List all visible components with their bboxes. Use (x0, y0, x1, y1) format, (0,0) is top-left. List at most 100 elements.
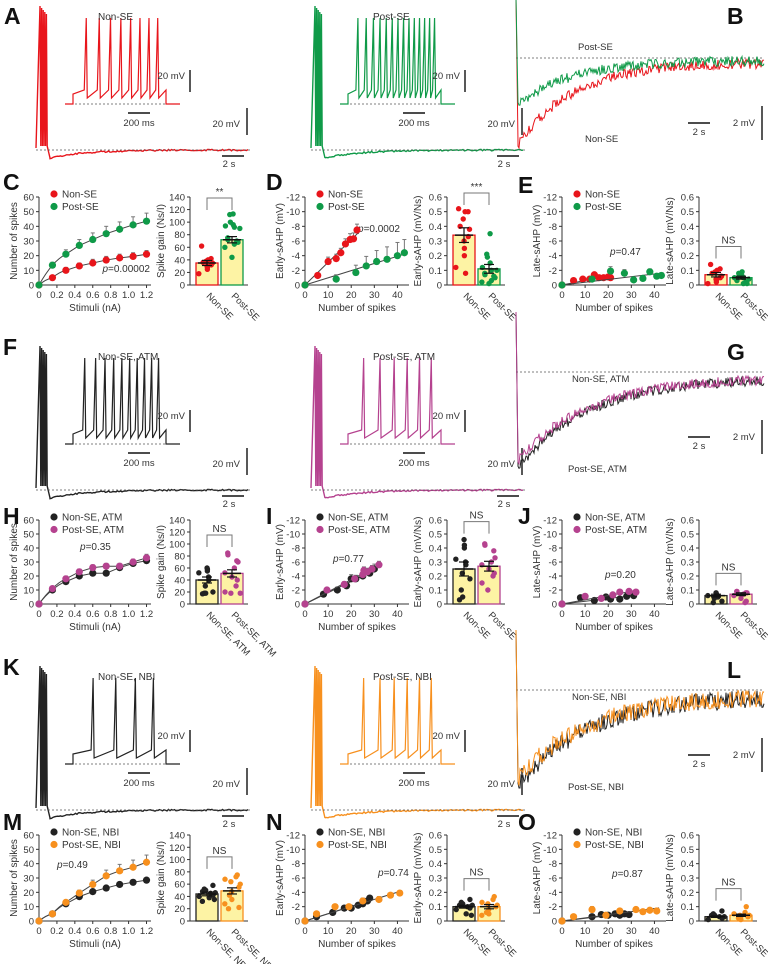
x-tick-label: 0.6 (86, 609, 99, 620)
x-axis-label: Stimuli (nA) (69, 939, 121, 950)
y-tick-label: -6 (549, 237, 557, 248)
data-point (102, 884, 110, 892)
panel-letter-c: C (3, 169, 20, 195)
panel-l-sahp_overlay: Non-SE, NBI Post-SE, NBI 2 s 2 mV (515, 629, 765, 793)
inset-trace (340, 357, 455, 445)
data-point (558, 600, 566, 608)
data-point (588, 905, 596, 914)
fit-line (304, 890, 403, 922)
data-point (102, 562, 110, 570)
p-symbol: p (332, 554, 339, 565)
x-tick-label: 0.6 (86, 926, 99, 937)
x-tick-label: 1.0 (122, 926, 135, 937)
data-point (468, 912, 475, 918)
voltage-trace-1: Post-SE, NBI 20 mV 200 ms 20 mV 2 s (310, 665, 525, 830)
significance-label: *** (471, 182, 483, 193)
data-point (48, 274, 57, 282)
p-symbol: p (79, 542, 86, 553)
data-point (75, 241, 83, 249)
legend-marker (573, 828, 581, 836)
data-point (461, 245, 468, 252)
y-axis-label: Late-sAHP (mV/Ns) (665, 518, 676, 606)
data-point (210, 589, 216, 595)
data-point (62, 575, 70, 583)
x-tick-label: 0 (302, 290, 307, 301)
y-axis-label: Number of spikes (9, 523, 20, 601)
data-point (196, 893, 202, 900)
x-tick-label: 30 (626, 609, 637, 620)
data-point (461, 536, 467, 543)
trace-title: Non-SE, ATM (98, 352, 158, 363)
x-tick-label: 1.2 (140, 609, 153, 620)
y-axis-label: Early-sAHP (mV/Ns) (413, 517, 424, 608)
inset-trace (340, 17, 455, 105)
data-point (484, 254, 491, 260)
y-axis-label: Late-sAHP (mV) (532, 205, 543, 278)
y-tick-label: 0.5 (681, 207, 694, 218)
data-point (229, 254, 235, 261)
main-trace (310, 5, 524, 159)
y-tick-label: -6 (549, 558, 557, 569)
data-point (129, 863, 137, 871)
data-point (323, 586, 331, 594)
p-number: =0.49 (63, 860, 89, 871)
data-point (62, 898, 70, 906)
inset-time-scale-label: 200 ms (123, 778, 154, 789)
p-value: p=0.35 (79, 542, 111, 553)
x-tick-label: 1.0 (122, 290, 135, 301)
x-tick-label: 0.8 (104, 926, 117, 937)
data-point (738, 595, 744, 602)
y-tick-label: -2 (292, 586, 300, 597)
y-tick-label: 50 (23, 530, 34, 541)
y-tick-label: 60 (174, 243, 185, 254)
data-point (89, 888, 97, 896)
significance-label: NS (470, 868, 484, 879)
voltage-scale-label: 2 mV (733, 432, 756, 443)
x-tick-label: 30 (369, 926, 380, 937)
data-point (461, 545, 468, 551)
voltage-scale-label: 2 mV (733, 750, 756, 761)
y-tick-label: -8 (549, 544, 557, 555)
y-tick-label: 30 (23, 874, 34, 885)
x-axis-label: Number of spikes (575, 303, 653, 314)
data-point (485, 587, 491, 593)
p-number: =0.00002 (108, 264, 150, 275)
data-point (558, 281, 566, 289)
panel-h-line: 0 0.2 0.4 0.6 0.8 1.0 1.2 0 10 20 30 40 50 60 Stimuli … (9, 513, 153, 634)
data-point (222, 589, 228, 595)
legend-label: Post-SE, NBI (328, 840, 387, 851)
data-point (235, 559, 241, 565)
data-point (102, 569, 110, 577)
y-tick-label: 60 (23, 516, 34, 527)
y-tick-label: 0.3 (429, 237, 442, 248)
time-scale-label: 2 s (693, 759, 706, 770)
inset-trace (65, 17, 180, 105)
x-tick-label: 10 (580, 609, 591, 620)
significance-label: NS (722, 878, 736, 889)
significance-bracket (715, 572, 742, 586)
panel-letter-j: J (518, 503, 531, 529)
inset-time-scale-label: 200 ms (123, 458, 154, 469)
y-tick-label: 50 (23, 207, 34, 218)
y-tick-label: 0.4 (429, 544, 442, 555)
data-point (227, 211, 233, 218)
category-label: Non-SE (461, 291, 492, 322)
data-point (237, 225, 243, 232)
data-point (396, 889, 404, 897)
y-tick-label: 40 (174, 892, 185, 903)
category-label: Non-SE (461, 927, 492, 958)
panel-letter-n: N (266, 809, 283, 835)
p-number: =0.35 (86, 542, 112, 553)
y-tick-label: 40 (23, 544, 34, 555)
y-tick-label: 0.5 (681, 845, 694, 856)
x-tick-label: 30 (626, 290, 637, 301)
main-time-scale-label: 2 s (223, 159, 236, 170)
data-point (479, 899, 485, 906)
data-point (129, 252, 137, 260)
p-number: =0.74 (384, 868, 410, 879)
x-tick-label: 0 (302, 609, 307, 620)
legend-marker (50, 840, 58, 849)
y-tick-label: 100 (169, 218, 185, 229)
y-tick-label: 0.4 (681, 222, 694, 233)
y-tick-label: -8 (292, 859, 300, 870)
